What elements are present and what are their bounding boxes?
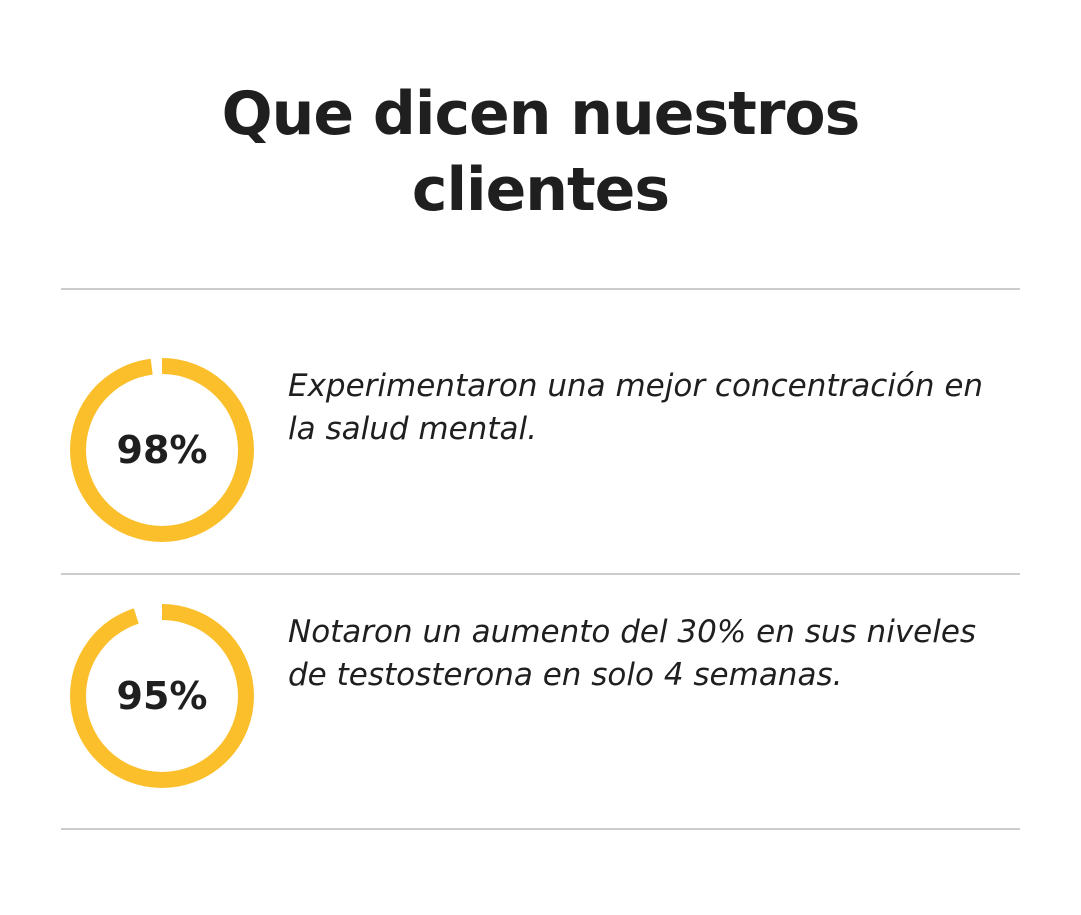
divider-bottom [61, 828, 1020, 830]
progress-ring-1-svg [70, 358, 254, 542]
page-title: Que dicen nuestros clientes [0, 76, 1081, 228]
stat-item-2: 95% Notaron un aumento del 30% en sus ni… [61, 603, 1020, 803]
stat-description-2: Notaron un aumento del 30% en sus nivele… [288, 614, 977, 693]
stat-value-2: 95% [116, 674, 208, 718]
progress-ring-1: 98% [69, 357, 255, 543]
divider-top [61, 288, 1020, 290]
stat-item-1: 98% Experimentaron una mejor concentraci… [61, 357, 1020, 557]
stat-description-1: Experimentaron una mejor concentración e… [288, 368, 984, 447]
divider-middle [61, 573, 1020, 575]
progress-ring-2-svg [70, 604, 254, 788]
stat-value-1: 98% [116, 428, 208, 472]
progress-ring-2: 95% [69, 603, 255, 789]
progress-ring-2-arc [70, 604, 254, 788]
progress-ring-1-arc [70, 358, 254, 542]
page-title-line-1: Que dicen nuestros [221, 79, 861, 149]
page-title-line-2: clientes [411, 155, 670, 225]
